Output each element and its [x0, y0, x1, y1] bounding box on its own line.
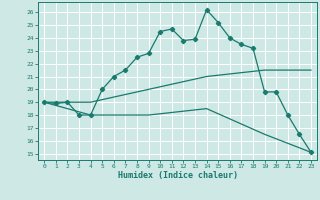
X-axis label: Humidex (Indice chaleur): Humidex (Indice chaleur) [118, 171, 238, 180]
